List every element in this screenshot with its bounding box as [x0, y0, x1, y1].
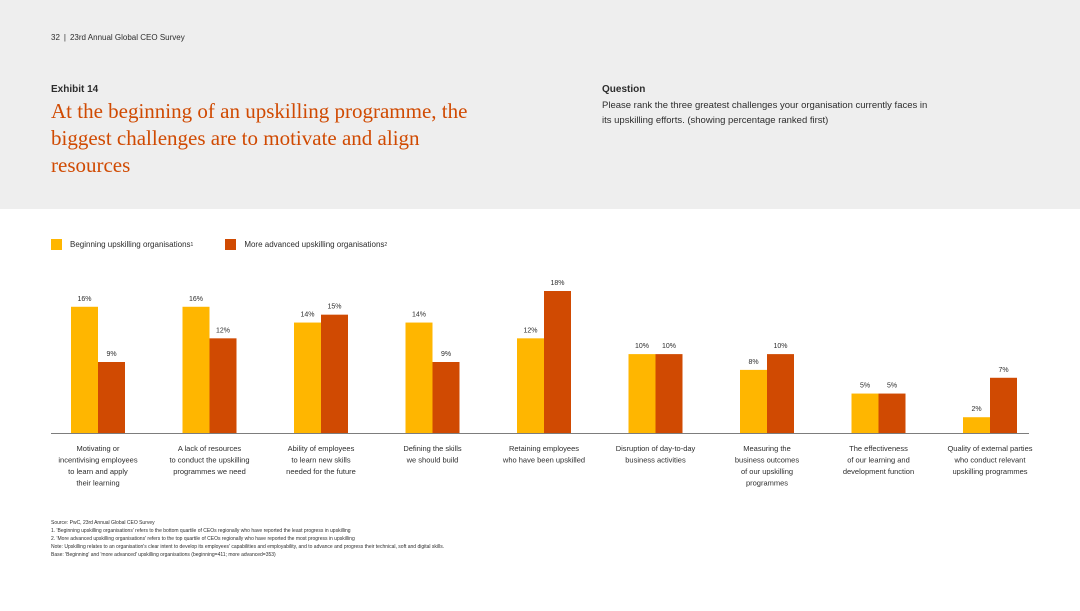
category-label-line: who conduct relevant — [954, 456, 1027, 465]
data-label-beginning-9: 2% — [971, 406, 981, 413]
bar-advanced-1 — [98, 362, 125, 433]
category-label-4: Defining the skills we should build — [403, 444, 462, 465]
data-label-beginning-3: 14% — [300, 312, 314, 319]
category-label-line: of our learning and — [847, 456, 910, 465]
data-label-advanced-5: 18% — [550, 280, 564, 287]
category-label-line: we should build — [406, 456, 459, 465]
footnote-2: 2. 'More advanced upskilling organisatio… — [51, 536, 355, 542]
header-separator: | — [63, 33, 66, 42]
category-label-8: The effectiveness of our learning and deve… — [843, 444, 914, 476]
data-label-advanced-3: 15% — [327, 304, 341, 311]
bar-advanced-2 — [209, 338, 237, 433]
page-header: 32 | 23rd Annual Global CEO Survey — [51, 33, 185, 42]
bar-advanced-6 — [655, 354, 683, 433]
question-text: Please rank the three greatest challenge… — [602, 100, 928, 126]
data-label-advanced-6: 10% — [662, 343, 676, 350]
bar-advanced-9 — [990, 377, 1017, 433]
category-label-line: The effectiveness — [849, 444, 908, 453]
report-title: 23rd Annual Global CEO Survey — [69, 33, 185, 42]
exhibit-headline: At the beginning of an upskilling progra… — [51, 99, 468, 177]
category-label-line: who have been upskilled — [502, 456, 585, 465]
category-label-line: Ability of employees — [288, 444, 355, 453]
data-label-advanced-4: 9% — [441, 351, 451, 358]
bar-beginning-9 — [963, 417, 990, 433]
data-label-beginning-7: 8% — [748, 359, 758, 366]
question-label: Question — [602, 84, 646, 95]
category-label-line: Measuring the — [743, 444, 791, 453]
bar-beginning-7 — [740, 369, 767, 433]
category-label-line: to conduct the upskilling — [169, 456, 249, 465]
footnote-note: Note: Upskilling relates to an organisat… — [51, 544, 445, 550]
legend-swatch-beginning — [51, 239, 62, 250]
data-label-advanced-2: 12% — [216, 327, 230, 334]
exhibit-label: Exhibit 14 — [51, 84, 99, 95]
category-label-7: Measuring the business outcomes of our ups… — [735, 444, 799, 488]
category-label-line: Quality of external parties — [947, 444, 1032, 453]
legend-footnote-advanced: 2 — [384, 241, 388, 248]
category-label-line: needed for the future — [286, 467, 356, 476]
data-label-advanced-1: 9% — [106, 351, 116, 358]
bar-beginning-2 — [182, 306, 210, 433]
legend-item-advanced: More advanced upskilling organisations 2 — [225, 239, 387, 250]
data-label-beginning-1: 16% — [77, 296, 91, 303]
bar-beginning-1 — [71, 306, 98, 433]
chart-legend: Beginning upskilling organisations 1 More… — [51, 239, 419, 250]
legend-label-advanced: More advanced upskilling organisations — [244, 240, 385, 249]
category-label-line: Disruption of day-to-day — [616, 444, 696, 453]
bar-beginning-6 — [628, 354, 656, 433]
category-label-5: Retaining employees who have been upskill… — [502, 444, 585, 465]
bar-advanced-7 — [767, 354, 794, 433]
bar-advanced-4 — [432, 362, 460, 433]
category-label-3: Ability of employees to learn new skills n… — [286, 444, 356, 476]
category-label-line: business activities — [625, 456, 686, 465]
category-label-line: upskilling programmes — [952, 467, 1027, 476]
category-label-6: Disruption of day-to-day business activit… — [616, 444, 696, 465]
bar-beginning-5 — [517, 338, 544, 433]
category-label-line: business outcomes — [735, 456, 799, 465]
bar-beginning-3 — [294, 322, 321, 433]
category-label-9: Quality of external parties who conduct r… — [947, 444, 1032, 476]
bar-advanced-3 — [321, 314, 348, 433]
category-label-line: incentivising employees — [58, 456, 137, 465]
data-label-beginning-8: 5% — [860, 383, 870, 390]
category-label-line: A lack of resources — [178, 444, 242, 453]
footnote-source: Source: PwC, 23rd Annual Global CEO Surv… — [51, 520, 155, 526]
footnotes: Source: PwC, 23rd Annual Global CEO Surv… — [51, 519, 1031, 559]
category-label-line: of our upskilling — [741, 467, 793, 476]
category-label-2: A lack of resources to conduct the upskil… — [169, 444, 249, 476]
bar-advanced-8 — [878, 393, 906, 433]
legend-swatch-advanced — [225, 239, 237, 250]
category-label-line: development function — [843, 467, 914, 476]
category-label-line: their learning — [76, 479, 119, 488]
category-label-line: programmes we need — [173, 467, 246, 476]
category-label-line: Retaining employees — [509, 444, 579, 453]
data-label-beginning-6: 10% — [635, 343, 649, 350]
data-label-advanced-7: 10% — [773, 343, 787, 350]
footnote-base: Base: 'Beginning' and 'more advanced' up… — [51, 552, 276, 558]
category-label-line: Defining the skills — [403, 444, 462, 453]
data-label-advanced-9: 7% — [998, 367, 1008, 374]
category-label-line: to learn and apply — [68, 467, 128, 476]
data-label-beginning-4: 14% — [412, 312, 426, 319]
category-label-line: Motivating or — [77, 444, 120, 453]
bar-beginning-4 — [405, 322, 433, 433]
bar-beginning-8 — [851, 393, 879, 433]
data-label-beginning-5: 12% — [523, 327, 537, 334]
category-label-line: to learn new skills — [291, 456, 350, 465]
category-label-line: programmes — [746, 479, 788, 488]
footnote-1: 1. 'Beginning upskilling organisations' … — [51, 528, 351, 534]
legend-label-beginning: Beginning upskilling organisations — [70, 240, 191, 249]
legend-footnote-beginning: 1 — [190, 241, 194, 248]
data-label-advanced-8: 5% — [887, 383, 897, 390]
legend-item-beginning: Beginning upskilling organisations 1 — [51, 239, 193, 250]
data-label-beginning-2: 16% — [189, 296, 203, 303]
page-number: 32 — [51, 33, 60, 42]
bar-advanced-5 — [544, 291, 571, 433]
category-label-1: Motivating or incentivising employees to l… — [58, 444, 137, 488]
header-band — [0, 0, 1080, 209]
